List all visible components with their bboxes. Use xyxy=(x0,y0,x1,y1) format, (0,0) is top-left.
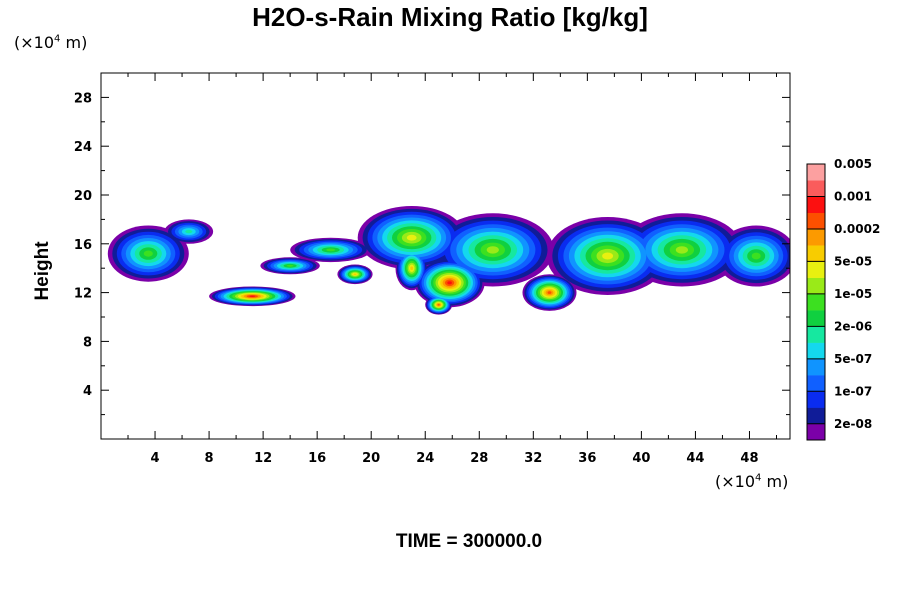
colorbar-label: 0.0002 xyxy=(834,222,880,236)
colorbar-swatch xyxy=(807,261,825,278)
contour-blob-7-level-11 xyxy=(410,266,414,271)
colorbar-swatch xyxy=(807,342,825,360)
x-tick-label: 32 xyxy=(524,451,542,466)
x-tick-label: 36 xyxy=(578,451,596,466)
colorbar-swatch xyxy=(807,391,825,408)
colorbar-label: 1e-05 xyxy=(834,287,872,301)
y-axis-unit: (×104 m) xyxy=(14,33,88,52)
contour-blob-3-level-8 xyxy=(286,264,294,267)
colorbar-swatch xyxy=(807,212,825,230)
x-tick-label: 8 xyxy=(205,451,214,466)
contour-blob-8-level-14 xyxy=(447,281,452,285)
colorbar-label: 1e-07 xyxy=(834,384,872,398)
y-tick-label: 8 xyxy=(83,335,92,350)
x-tick-label: 40 xyxy=(632,451,650,466)
colorbar-swatch xyxy=(807,310,825,327)
colorbar-label: 5e-05 xyxy=(834,254,872,268)
time-label: TIME = 300000.0 xyxy=(395,531,543,552)
contour-blob-9-level-13 xyxy=(437,304,440,306)
colorbar-swatch xyxy=(807,407,825,425)
contour-blob-13-level-9 xyxy=(675,246,689,254)
y-tick-label: 24 xyxy=(74,140,92,155)
colorbar-swatch xyxy=(807,423,825,441)
contour-blob-5-level-11 xyxy=(353,273,357,276)
plot-frame xyxy=(100,72,791,440)
contour-blob-12-level-10 xyxy=(602,252,614,260)
colorbar-swatch xyxy=(807,358,825,376)
colorbar-label: 2e-06 xyxy=(834,319,872,333)
colorbar-swatch xyxy=(807,228,825,246)
colorbar-swatch xyxy=(807,164,825,181)
x-tick-label: 28 xyxy=(470,451,488,466)
y-tick-label: 4 xyxy=(83,384,92,399)
mixing-ratio-field xyxy=(107,206,790,315)
colorbar-swatch xyxy=(807,375,825,392)
contour-blob-6-level-10 xyxy=(406,234,417,241)
contour-blob-0-level-8 xyxy=(143,250,153,257)
x-axis-unit: (×104 m) xyxy=(715,472,789,491)
y-tick-label: 20 xyxy=(74,189,92,204)
colorbar-label: 5e-07 xyxy=(834,352,872,366)
colorbar-label: 2e-08 xyxy=(834,417,872,431)
x-tick-label: 16 xyxy=(308,451,326,466)
colorbar-swatch xyxy=(807,245,825,262)
contour-blob-10-level-9 xyxy=(486,246,499,254)
y-tick-label: 28 xyxy=(74,91,92,106)
contour-blob-11-level-13 xyxy=(547,291,552,294)
x-tick-label: 24 xyxy=(416,451,434,466)
contour-blob-2-level-14 xyxy=(249,295,256,297)
colorbar-swatch xyxy=(807,180,825,197)
colorbar-swatch xyxy=(807,326,825,343)
x-tick-label: 48 xyxy=(740,451,758,466)
contour-blob-4-level-8 xyxy=(326,248,336,252)
y-tick-label: 16 xyxy=(74,238,92,253)
colorbar-swatch xyxy=(807,277,825,295)
colorbar: 2e-08 1e-07 5e-07 2e-06 1e-05 5e-05 0.0002 0.00… xyxy=(806,157,880,441)
colorbar-swatch xyxy=(807,196,825,214)
x-tick-label: 4 xyxy=(151,451,160,466)
colorbar-label: 0.001 xyxy=(834,189,872,203)
x-tick-label: 12 xyxy=(254,451,272,466)
contour-blob-1-level-6 xyxy=(185,229,193,234)
y-tick-label: 12 xyxy=(74,287,92,302)
x-tick-label: 20 xyxy=(362,451,380,466)
chart-title: H2O-s-Rain Mixing Ratio [kg/kg] xyxy=(252,2,648,32)
contour-blob-14-level-8 xyxy=(751,252,761,260)
colorbar-swatch xyxy=(807,293,825,311)
colorbar-label: 0.005 xyxy=(834,157,872,171)
x-tick-label: 44 xyxy=(686,451,704,466)
